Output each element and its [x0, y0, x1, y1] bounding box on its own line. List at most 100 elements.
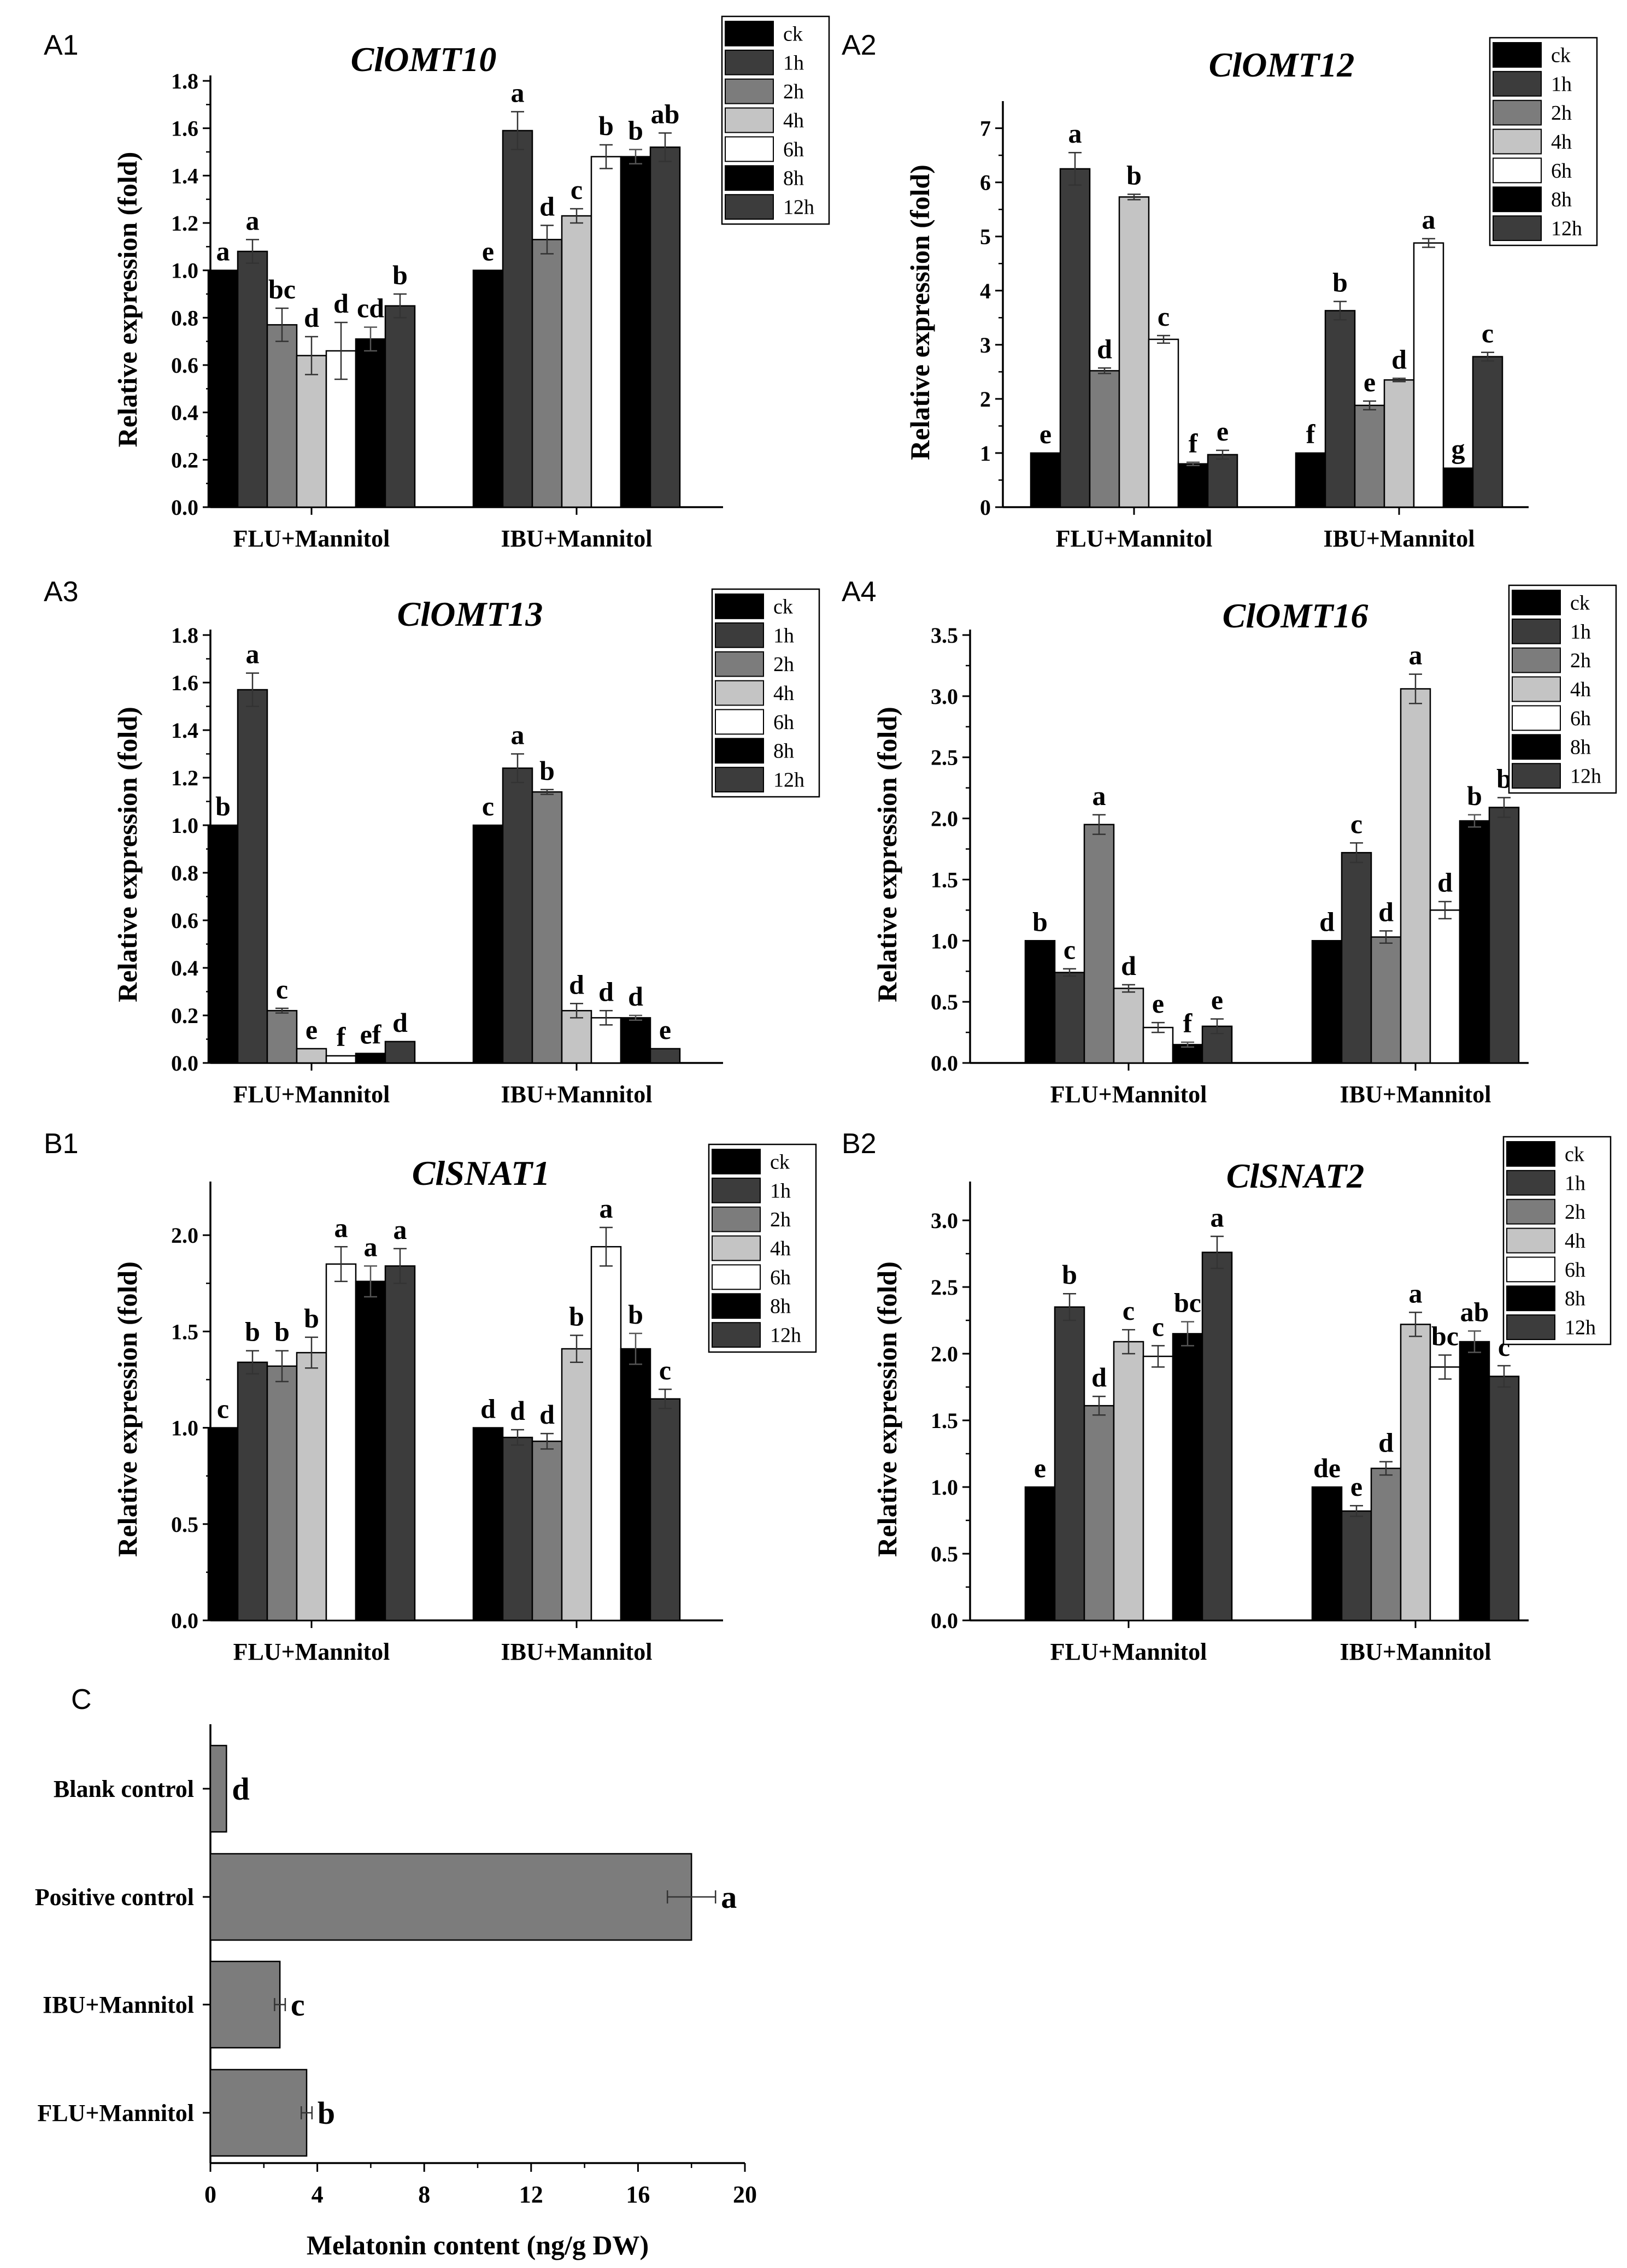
bar-1h-ibu: [502, 130, 533, 508]
significance-letter: b: [1062, 1259, 1077, 1290]
chart-title: ClSNAT1: [412, 1154, 550, 1192]
legend-swatch-1h: [1506, 1170, 1555, 1196]
bar-12h-flu: [384, 1265, 416, 1621]
significance-letter: c: [276, 974, 288, 1004]
bar-12h-ibu: [649, 1398, 681, 1621]
legend-label-12h: 12h: [770, 1324, 801, 1347]
y-tick-label: 0.6: [171, 908, 198, 933]
chart-c: C 0 4 8 12 16 20 Blank control d Positive control…: [35, 1684, 757, 2260]
y-tick-label: 0.0: [171, 1608, 198, 1633]
significance-letter: cd: [357, 293, 384, 324]
legend-swatch-ck: [1506, 1141, 1555, 1167]
significance-letter: f: [1189, 428, 1199, 459]
legend: ck 1h 2h 4h 6h 8h 12h: [711, 588, 820, 798]
bar-8h-flu: [1172, 1333, 1203, 1621]
bar-flu-mannitol: [209, 2069, 308, 2157]
x-tick-label: 20: [733, 2181, 757, 2208]
legend-swatch-4h: [725, 107, 774, 133]
bar-1h-ibu: [502, 1436, 533, 1621]
significance-letter: a: [511, 720, 525, 750]
legend-label-4h: 4h: [783, 109, 804, 132]
bar-2h-ibu: [531, 1440, 563, 1621]
legend-swatch-4h: [1512, 676, 1561, 702]
significance-letter: bc: [268, 274, 296, 304]
bar-6h-flu: [325, 1055, 357, 1064]
bar-ck-ibu: [1311, 940, 1343, 1064]
legend: ck 1h 2h 4h 6h 8h 12h: [1508, 584, 1617, 794]
chart-a2: A2 ClOMT12 0 1 2 3 4 5 6 7 Relative expression (fo…: [842, 30, 1598, 552]
legend-swatch-8h: [712, 1293, 761, 1319]
y-tick-label: 2.5: [931, 1275, 958, 1300]
x-category-label: FLU+Mannitol: [233, 1638, 390, 1665]
x-category-label: IBU+Mannitol: [501, 1638, 653, 1665]
legend-swatch-ck: [1512, 590, 1561, 615]
bar-8h-ibu: [1442, 467, 1474, 508]
x-category-label: IBU+Mannitol: [1324, 525, 1475, 552]
y-tick-label: 1.0: [171, 258, 198, 283]
y-tick-label: 0.8: [171, 861, 198, 885]
bar-2h-flu: [266, 1010, 298, 1064]
legend-swatch-2h: [1493, 99, 1542, 126]
y-tick-label: 0.0: [171, 1051, 198, 1076]
y-tick-label: 2: [980, 387, 991, 412]
bar-1h-flu: [237, 1361, 268, 1621]
y-tick-label: 1.0: [171, 1416, 198, 1441]
bar-12h-ibu: [649, 146, 681, 508]
y-tick-label: 2.0: [931, 807, 958, 831]
significance-letter: b: [245, 1317, 260, 1347]
chart-title: ClSNAT2: [1226, 1156, 1365, 1195]
chart-title: ClOMT16: [1223, 596, 1368, 635]
bar-ck-flu: [1024, 940, 1056, 1064]
y-tick-label: 0.4: [171, 401, 198, 425]
bar-4h-ibu: [561, 1010, 592, 1064]
legend-label-4h: 4h: [1565, 1230, 1585, 1253]
legend-label-2h: 2h: [773, 653, 794, 676]
legend-label-8h: 8h: [1570, 736, 1591, 759]
y-tick-label: 7: [980, 116, 991, 141]
legend-label-12h: 12h: [1565, 1317, 1596, 1339]
significance-letter: d: [628, 981, 643, 1012]
legend-swatch-ck: [712, 1149, 761, 1174]
y-category-label: Positive control: [35, 1884, 194, 1911]
x-axis-label: Melatonin content (ng/g DW): [307, 2230, 649, 2260]
bar-12h-flu: [1201, 1251, 1233, 1621]
significance-letter: c: [217, 1394, 229, 1424]
significance-letter: d: [510, 1395, 525, 1426]
significance-letter: a: [334, 1212, 348, 1243]
bar-1h-flu: [237, 689, 268, 1064]
legend-label-6h: 6h: [1551, 160, 1572, 183]
legend-label-2h: 2h: [1570, 649, 1591, 672]
legend-label-1h: 1h: [1565, 1172, 1585, 1195]
y-tick-label: 1.4: [171, 718, 198, 743]
legend-label-1h: 1h: [1551, 73, 1572, 96]
bar-2h-ibu: [531, 239, 563, 508]
legend-swatch-12h: [725, 194, 774, 220]
legend-swatch-6h: [715, 709, 764, 735]
legend-label-8h: 8h: [770, 1295, 791, 1318]
legend-swatch-8h: [715, 738, 764, 764]
bar-6h-flu: [1142, 1355, 1174, 1621]
significance-letter: b: [1467, 780, 1482, 811]
significance-letter: bc: [1431, 1320, 1459, 1351]
bar-2h-ibu: [1370, 1467, 1402, 1621]
x-category-label: IBU+Mannitol: [501, 1081, 653, 1108]
significance-letter: b: [1126, 160, 1142, 190]
legend-label-1h: 1h: [770, 1179, 791, 1202]
bar-8h-flu: [355, 338, 386, 508]
significance-letter: e: [1152, 988, 1164, 1019]
significance-letter: e: [659, 1014, 671, 1045]
significance-letter: e: [1364, 367, 1376, 397]
legend-swatch-2h: [712, 1206, 761, 1232]
y-tick-label: 1.6: [171, 671, 198, 695]
legend-swatch-2h: [715, 651, 764, 677]
legend-label-6h: 6h: [770, 1266, 791, 1289]
significance-letter: d: [1121, 950, 1136, 981]
legend: ck 1h 2h 4h 6h 8h 12h: [708, 1143, 817, 1353]
significance-letter: d: [598, 976, 614, 1007]
panel-label: A3: [44, 576, 79, 608]
chart-a3: A3 ClOMT13 0.0 0.2 0.4 0.6 0.8 1.0 1.2 1.4 1.6 1.8 R…: [44, 576, 820, 1108]
significance-letter: d: [1097, 333, 1112, 364]
significance-letter: ef: [360, 1019, 382, 1050]
legend-swatch-8h: [1506, 1285, 1555, 1312]
